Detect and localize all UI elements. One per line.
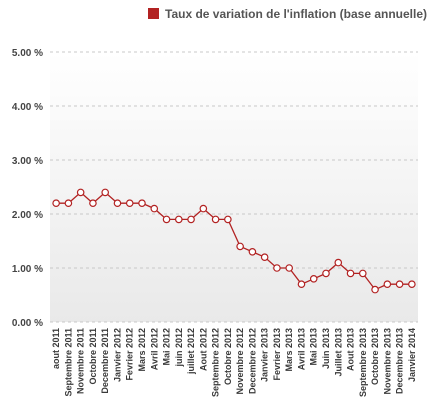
plot-area-background xyxy=(50,52,418,322)
data-point[interactable] xyxy=(297,280,306,289)
data-point[interactable] xyxy=(236,242,244,251)
x-tick-label: Janvier 2012 xyxy=(112,328,122,382)
data-point[interactable] xyxy=(150,204,159,213)
y-axis-ticks: 0.00 % 1.00 % 2.00 % 3.00 % 4.00 % 5.00 % xyxy=(12,48,43,329)
x-tick-label: Janvier 2013 xyxy=(260,328,270,382)
data-point[interactable] xyxy=(76,188,85,197)
x-tick-label: Mars 2012 xyxy=(137,328,147,372)
data-point[interactable] xyxy=(138,199,146,208)
data-point[interactable] xyxy=(113,199,122,208)
x-tick-label: Decembre 2012 xyxy=(247,328,257,394)
x-tick-label: Novembre 2012 xyxy=(235,328,245,395)
x-tick-label: Fevrier 2012 xyxy=(125,328,135,381)
data-point[interactable] xyxy=(211,215,220,224)
x-tick-label: Aout 2012 xyxy=(198,328,208,371)
x-tick-label: Avril 2012 xyxy=(149,328,159,370)
data-point[interactable] xyxy=(334,258,343,267)
data-point[interactable] xyxy=(273,264,281,272)
x-tick-label: Octobre 2013 xyxy=(370,328,380,385)
y-tick-label: 4.00 % xyxy=(12,102,43,113)
data-point[interactable] xyxy=(309,274,318,283)
y-tick-label: 5.00 % xyxy=(12,48,43,59)
data-point[interactable] xyxy=(408,280,416,289)
data-point[interactable] xyxy=(224,215,232,224)
x-tick-label: Mai 2012 xyxy=(162,328,172,366)
x-tick-label: Septembre 2013 xyxy=(358,328,368,397)
y-tick-label: 3.00 % xyxy=(12,156,43,167)
data-point[interactable] xyxy=(322,269,330,278)
x-tick-label: Decembre 2013 xyxy=(395,328,405,394)
x-tick-label: Avril 2013 xyxy=(296,328,306,370)
data-point[interactable] xyxy=(383,280,392,289)
x-tick-label: Novembre 2011 xyxy=(76,328,86,394)
x-tick-label: Mai 2013 xyxy=(309,328,319,366)
data-point[interactable] xyxy=(52,199,60,208)
x-tick-label: Octobre 2012 xyxy=(223,328,233,385)
y-tick-label: 1.00 % xyxy=(12,264,43,275)
data-point[interactable] xyxy=(89,199,97,208)
x-tick-label: Septembre 2011 xyxy=(63,328,73,397)
x-tick-label: Juin 2013 xyxy=(321,328,331,369)
data-point[interactable] xyxy=(346,269,355,278)
y-tick-label: 0.00 % xyxy=(12,318,43,329)
data-point[interactable] xyxy=(285,264,294,272)
data-point[interactable] xyxy=(395,280,404,289)
x-axis-ticks: aout 2011 Septembre 2011 Novembre 2011 Octo… xyxy=(51,328,417,397)
legend[interactable]: Taux de variation de l'inflation (base a… xyxy=(148,7,427,21)
data-point[interactable] xyxy=(248,248,257,256)
x-tick-label: Janvier 2014 xyxy=(407,328,417,382)
x-tick-label: Septembre 2012 xyxy=(211,328,221,397)
data-point[interactable] xyxy=(162,215,171,224)
x-tick-label: Octobre 2011 xyxy=(88,328,98,385)
x-tick-label: Juillet 2013 xyxy=(333,328,343,377)
data-point[interactable] xyxy=(125,199,134,208)
data-point[interactable] xyxy=(101,188,110,197)
x-tick-label: juin 2012 xyxy=(174,328,184,368)
x-tick-label: Aout 2013 xyxy=(346,328,356,371)
series-inflation xyxy=(52,188,416,294)
data-point[interactable] xyxy=(175,215,183,224)
data-point[interactable] xyxy=(358,269,367,278)
x-tick-label: Novembre 2013 xyxy=(382,328,392,395)
x-tick-label: Decembre 2011 xyxy=(100,328,110,394)
data-point[interactable] xyxy=(64,199,73,208)
data-point[interactable] xyxy=(260,253,269,262)
x-tick-label: juillet 2012 xyxy=(186,328,196,375)
x-tick-label: Mars 2013 xyxy=(284,328,294,372)
x-tick-label: Fevrier 2013 xyxy=(272,328,282,381)
legend-label: Taux de variation de l'inflation (base a… xyxy=(165,7,427,21)
data-point[interactable] xyxy=(187,215,195,224)
x-tick-label: aout 2011 xyxy=(51,328,61,369)
y-tick-label: 2.00 % xyxy=(12,210,43,221)
legend-swatch xyxy=(148,8,159,19)
data-point[interactable] xyxy=(371,285,379,294)
data-point[interactable] xyxy=(199,204,208,213)
grid-lines xyxy=(50,51,418,323)
